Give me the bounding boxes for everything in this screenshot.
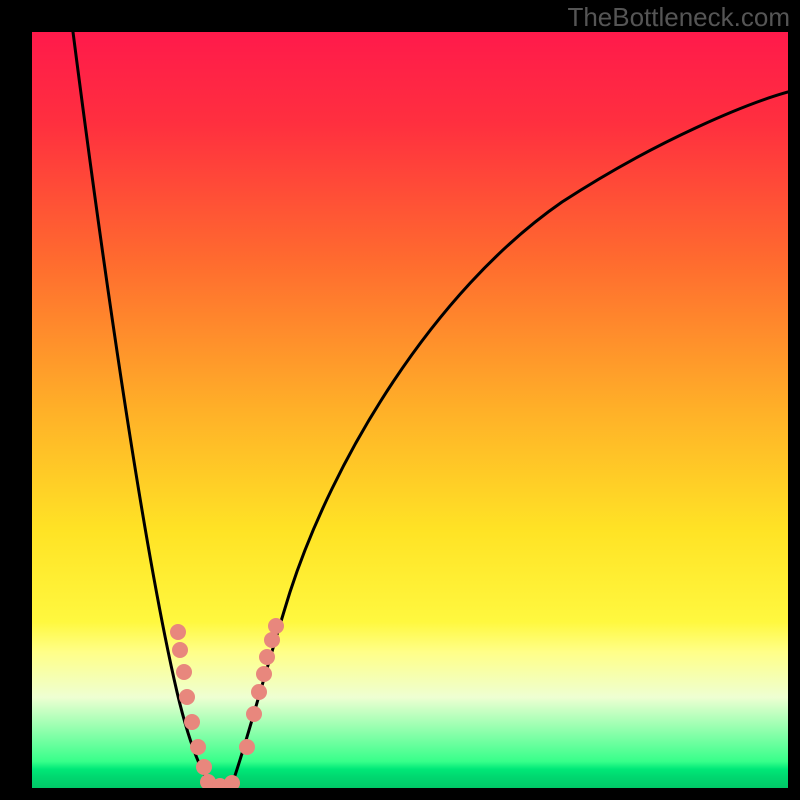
data-marker: [264, 632, 280, 648]
data-marker: [251, 684, 267, 700]
data-marker: [170, 624, 186, 640]
data-marker: [184, 714, 200, 730]
data-marker: [256, 666, 272, 682]
data-marker: [268, 618, 284, 634]
data-marker: [259, 649, 275, 665]
data-marker: [176, 664, 192, 680]
data-marker: [172, 642, 188, 658]
data-marker: [224, 775, 240, 788]
data-marker: [190, 739, 206, 755]
curve-right-branch: [232, 92, 788, 784]
data-marker: [196, 759, 212, 775]
data-marker: [239, 739, 255, 755]
bottleneck-curve-svg: [32, 32, 788, 788]
data-marker: [246, 706, 262, 722]
data-marker: [179, 689, 195, 705]
watermark-text: TheBottleneck.com: [567, 2, 790, 33]
plot-area: [32, 32, 788, 788]
